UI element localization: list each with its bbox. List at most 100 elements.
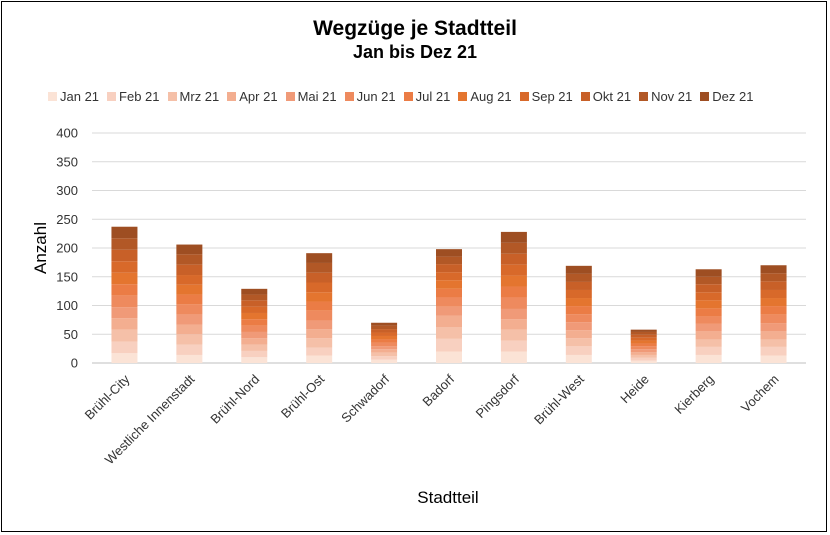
bar-segment — [306, 320, 333, 330]
bar-segment — [760, 339, 787, 347]
bar-segment — [176, 354, 203, 363]
bar-segment — [760, 323, 787, 332]
bar-segment — [371, 342, 398, 347]
legend-swatch — [519, 92, 529, 101]
legend-swatch — [403, 92, 413, 101]
x-tick-label: Brühl-Ost — [278, 371, 328, 421]
bar-segment — [306, 355, 333, 363]
legend-label: Aug 21 — [470, 89, 512, 104]
legend-item: Nov 21 — [639, 89, 692, 104]
bar-segment — [500, 340, 527, 352]
bar-segment — [760, 273, 787, 282]
chart-title: Wegzüge je Stadtteil — [313, 17, 517, 40]
bar-segment — [241, 357, 268, 363]
legend-item: Jun 21 — [344, 89, 396, 104]
legend-swatch — [458, 92, 468, 101]
y-tick-label: 350 — [56, 154, 78, 169]
bar-segment — [565, 289, 592, 299]
bar-segment — [500, 297, 527, 309]
bar-segment — [630, 331, 657, 335]
bar-segment — [630, 334, 657, 338]
bar-segment — [306, 310, 333, 321]
legend-swatch — [344, 92, 354, 101]
bar-segment — [241, 338, 268, 345]
bar-segment — [436, 264, 462, 273]
bar-segment — [436, 338, 462, 352]
bar-segment — [111, 295, 138, 308]
legend-item: Feb 21 — [107, 89, 160, 104]
y-tick-label: 300 — [56, 183, 78, 198]
legend-item: Sep 21 — [519, 89, 573, 104]
bar-segment — [371, 359, 398, 363]
bar-segment — [760, 289, 787, 299]
legend-label: Okt 21 — [592, 89, 632, 104]
bar-segment — [565, 346, 592, 355]
x-tick-label: Heide — [617, 372, 652, 407]
bar-segment — [371, 352, 398, 357]
legend-label: Feb 21 — [119, 89, 160, 104]
legend-label: Mai 21 — [297, 89, 337, 104]
bar-segment — [436, 256, 462, 265]
legend-item: Mai 21 — [285, 89, 337, 104]
bar-segment — [565, 273, 592, 282]
bar-segment — [630, 352, 657, 355]
bar-segment — [111, 249, 138, 262]
bar-segment — [695, 339, 722, 347]
bar-segment — [630, 349, 657, 353]
bar-segment — [695, 308, 722, 317]
bar-segment — [111, 238, 138, 250]
legend-label: Jan 21 — [60, 89, 100, 104]
legend-swatch — [167, 92, 177, 101]
bar-segment — [371, 335, 398, 340]
bar-segment — [500, 231, 527, 243]
bar-segment — [630, 360, 657, 363]
bar-segment — [760, 346, 787, 356]
y-tick-label: 150 — [56, 269, 78, 284]
bar-segment — [500, 264, 527, 276]
legend-item: Okt 21 — [580, 89, 632, 104]
bar-segment — [695, 316, 722, 324]
legend-item: Jul 21 — [403, 89, 450, 104]
bar-segment — [436, 272, 462, 281]
x-tick-label: Schwadorf — [338, 371, 392, 425]
bar-segment — [176, 324, 203, 335]
bar-segment — [176, 314, 203, 325]
legend-swatch — [107, 92, 117, 101]
bar-segment — [111, 329, 138, 342]
bar-segment — [241, 331, 268, 339]
bar-segment — [111, 261, 138, 273]
bar-segment — [306, 292, 333, 302]
bar-segment — [111, 341, 138, 354]
bar-segment — [760, 298, 787, 307]
bar-segment — [436, 351, 462, 363]
bar-segment — [176, 284, 203, 295]
bar-segment — [695, 284, 722, 293]
bar-segment — [241, 288, 268, 295]
y-tick-label: 200 — [56, 241, 78, 256]
bar-segment — [371, 322, 398, 326]
bar-segment — [695, 331, 722, 340]
legend-swatch — [48, 92, 57, 101]
bar-segment — [371, 346, 398, 350]
bar-segment — [695, 346, 722, 355]
bar-segment — [760, 306, 787, 315]
bar-segment — [176, 254, 203, 265]
bar-segment — [630, 329, 657, 332]
bar-segment — [436, 306, 462, 316]
bar-segment — [565, 338, 592, 347]
bar-segment — [306, 338, 333, 348]
bar-segment — [630, 340, 657, 344]
bar-segment — [111, 272, 138, 285]
legend-label: Apr 21 — [239, 89, 278, 104]
bar-segment — [306, 329, 333, 339]
bar-segment — [306, 301, 333, 311]
bar-segment — [436, 249, 462, 257]
bar-segment — [630, 337, 657, 341]
legend-label: Jun 21 — [356, 89, 396, 104]
bar-segment — [695, 276, 722, 285]
bar-segment — [565, 354, 592, 363]
bar-segment — [695, 292, 722, 301]
bar-segment — [695, 300, 722, 309]
x-tick-label: Badorf — [419, 371, 457, 409]
